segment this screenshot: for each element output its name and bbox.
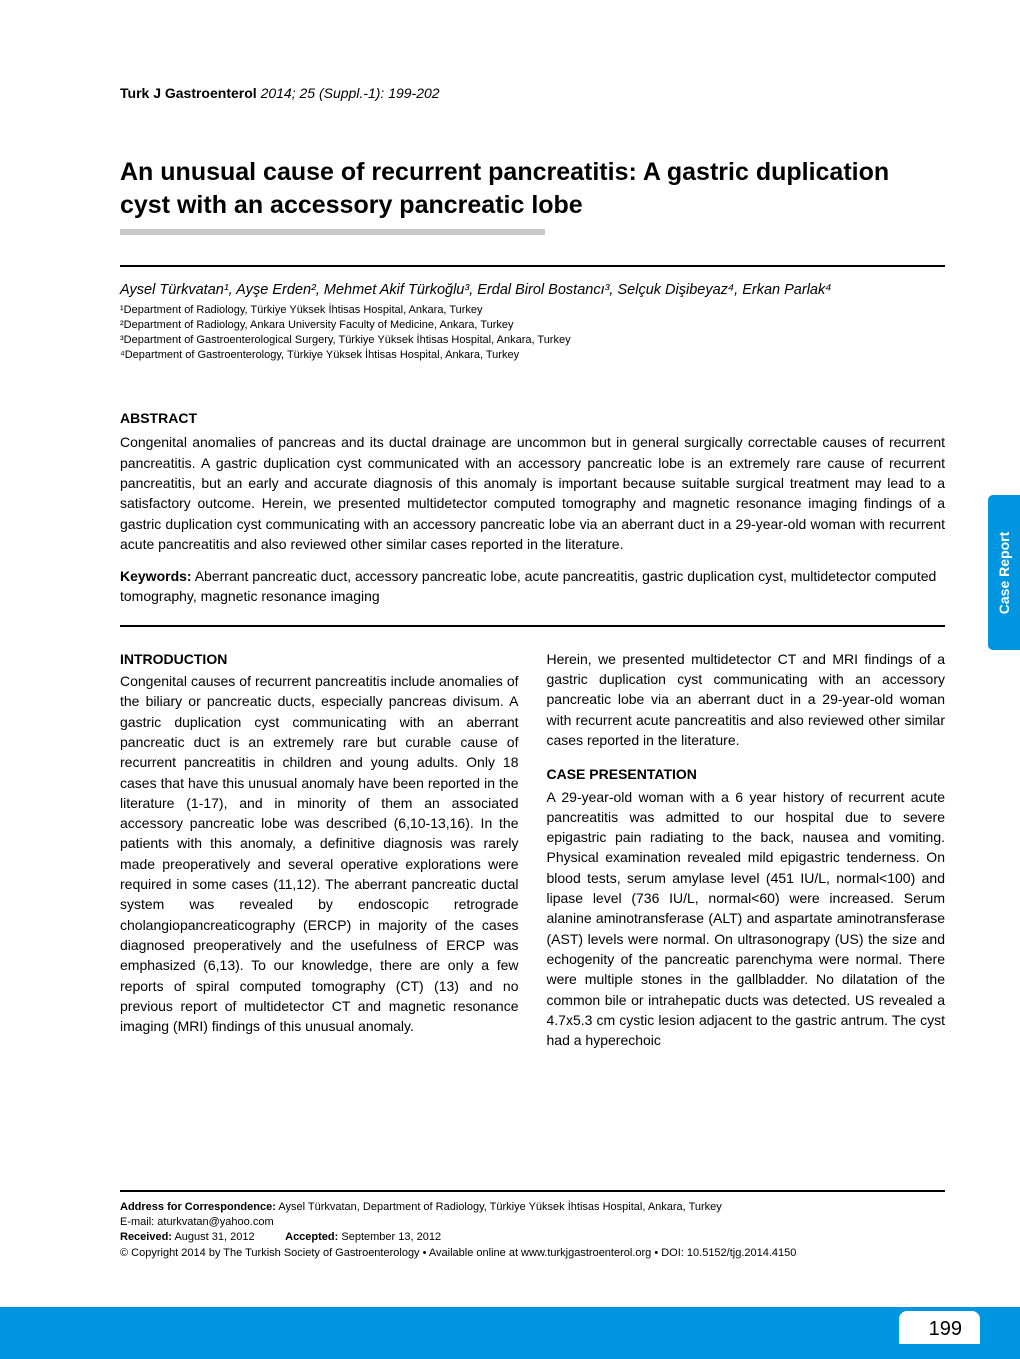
page-number: 199 [899,1311,980,1344]
intro-continuation: Herein, we presented multidetector CT an… [547,649,946,750]
title-underline [120,229,545,235]
journal-name: Turk J Gastroenterol [120,85,257,101]
affiliation: ²Department of Radiology, Ankara Univers… [120,318,945,333]
authors-rule [120,265,945,267]
case-presentation-text: A 29-year-old woman with a 6 year histor… [547,787,946,1051]
article-title: An unusual cause of recurrent pancreatit… [120,156,945,221]
affiliations-block: ¹Department of Radiology, Türkiye Yüksek… [120,303,945,362]
bottom-bar: 199 [0,1307,1020,1359]
section-tab: Case Report [988,495,1020,650]
footer-rule [120,1190,945,1192]
keywords-text: Aberrant pancreatic duct, accessory panc… [120,568,936,604]
dates-line: Received: August 31, 2012 Accepted: Sept… [120,1230,945,1245]
correspondence-label: Address for Correspondence: [120,1201,276,1213]
journal-citation: 2014; 25 (Suppl.-1): 199-202 [261,85,440,101]
correspondence-line: Address for Correspondence: Aysel Türkva… [120,1200,945,1215]
abstract-divider [120,625,945,627]
affiliation: ¹Department of Radiology, Türkiye Yüksek… [120,303,945,318]
keywords-line: Keywords: Aberrant pancreatic duct, acce… [120,566,945,607]
left-column: INTRODUCTION Congenital causes of recurr… [120,649,519,1051]
journal-header: Turk J Gastroenterol 2014; 25 (Suppl.-1)… [120,85,945,101]
footer-section: Address for Correspondence: Aysel Türkva… [120,1190,945,1261]
right-column: Herein, we presented multidetector CT an… [547,649,946,1051]
body-columns: INTRODUCTION Congenital causes of recurr… [120,649,945,1051]
case-presentation-heading: CASE PRESENTATION [547,764,946,784]
received-label: Received: [120,1231,172,1243]
affiliation: ³Department of Gastroenterological Surge… [120,333,945,348]
correspondence-value: Aysel Türkvatan, Department of Radiology… [278,1201,721,1213]
abstract-text: Congenital anomalies of pancreas and its… [120,432,945,554]
copyright-line: © Copyright 2014 by The Turkish Society … [120,1246,945,1261]
received-date: August 31, 2012 [174,1231,254,1243]
email-line: E-mail: aturkvatan@yahoo.com [120,1215,945,1230]
introduction-text: Congenital causes of recurrent pancreati… [120,671,519,1036]
keywords-label: Keywords: [120,568,192,584]
authors-list: Aysel Türkvatan¹, Ayşe Erden², Mehmet Ak… [120,282,945,298]
introduction-heading: INTRODUCTION [120,649,519,669]
accepted-label: Accepted: [285,1231,338,1243]
accepted-date: September 13, 2012 [341,1231,441,1243]
abstract-heading: ABSTRACT [120,410,945,426]
section-tab-label: Case Report [996,531,1012,613]
affiliation: ⁴Department of Gastroenterology, Türkiye… [120,348,945,363]
